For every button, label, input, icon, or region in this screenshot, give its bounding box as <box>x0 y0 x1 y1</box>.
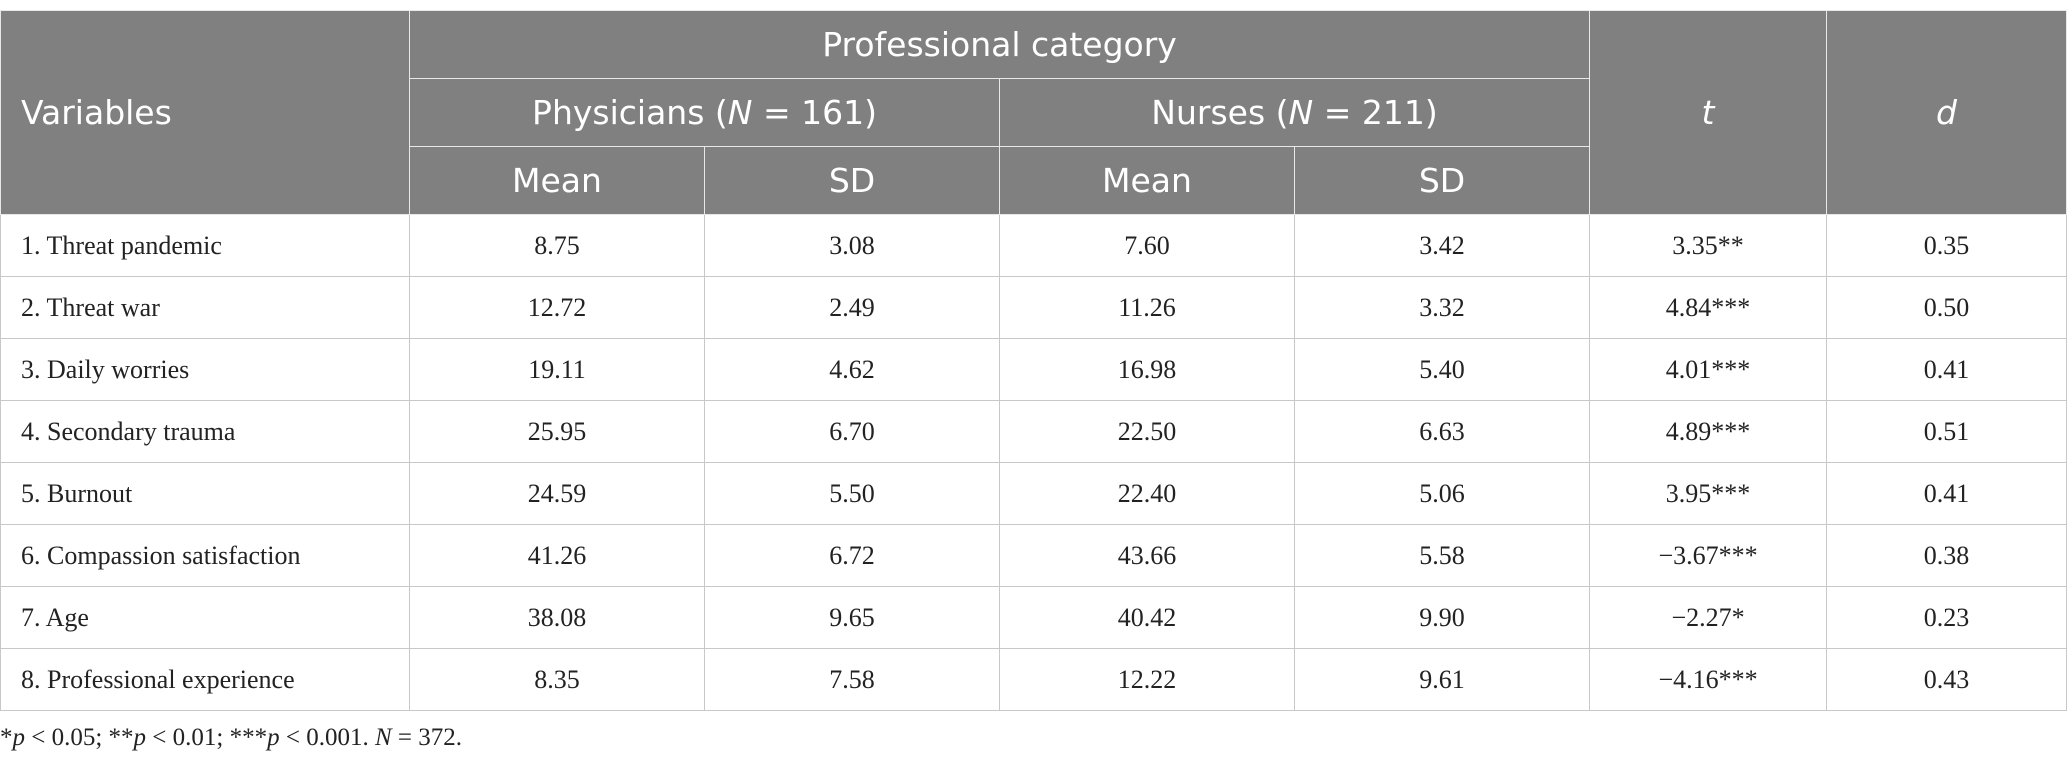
data-cell: 7.58 <box>704 648 1000 711</box>
data-cell: −4.16*** <box>1589 648 1828 711</box>
header-cell: Professional category <box>408 10 1591 79</box>
data-cell: 12.72 <box>409 276 705 339</box>
data-cell: 16.98 <box>999 338 1295 401</box>
table-row: 3. Daily worries 19.11 4.62 16.98 5.40 4.01**… <box>0 338 2067 401</box>
row-label: 6. Compassion satisfaction <box>0 524 410 587</box>
data-cell: 3.42 <box>1293 214 1591 277</box>
footnote-text: * <box>0 724 13 751</box>
data-cell: 4.01*** <box>1589 338 1828 401</box>
header-text: Nurses ( <box>1151 93 1289 132</box>
data-cell: 6.72 <box>704 524 1000 587</box>
data-table: Variables Professional category t d Phys… <box>0 10 2067 711</box>
header-text: d <box>1936 93 1957 132</box>
footnote: *p < 0.05; **p < 0.01; ***p < 0.001. N =… <box>0 724 462 752</box>
data-cell: 5.06 <box>1293 462 1591 525</box>
data-cell: 5.40 <box>1293 338 1591 401</box>
data-cell: 9.61 <box>1293 648 1591 711</box>
header-cell: Physicians (N = 161) <box>409 78 1000 147</box>
data-cell: 3.95*** <box>1589 462 1828 525</box>
header-text: Physicians ( <box>532 93 728 132</box>
data-cell: 0.43 <box>1826 648 2067 711</box>
data-cell: 19.11 <box>409 338 705 401</box>
data-cell: 22.50 <box>999 400 1295 463</box>
data-cell: −2.27* <box>1589 586 1828 649</box>
data-cell: −3.67*** <box>1589 524 1828 587</box>
table-row: 1. Threat pandemic 8.75 3.08 7.60 3.42 3.35**… <box>0 214 2067 277</box>
data-cell: 43.66 <box>999 524 1295 587</box>
table-row: 5. Burnout 24.59 5.50 22.40 5.06 3.95*** 0.41 <box>0 462 2067 525</box>
data-cell: 12.22 <box>999 648 1295 711</box>
footnote-text: < 0.05; ** <box>25 724 134 751</box>
footnote-text: p <box>267 724 280 751</box>
data-cell: 4.62 <box>704 338 1000 401</box>
header-cell: Nurses (N = 211) <box>998 78 1591 147</box>
footnote-text: < 0.01; *** <box>146 724 268 751</box>
data-cell: 8.75 <box>409 214 705 277</box>
data-cell: 0.41 <box>1826 462 2067 525</box>
table-row: 8. Professional experience 8.35 7.58 12.22 9… <box>0 648 2067 711</box>
header-text: N <box>1288 93 1314 132</box>
data-cell: 40.42 <box>999 586 1295 649</box>
data-cell: 24.59 <box>409 462 705 525</box>
row-label: 7. Age <box>0 586 410 649</box>
table-row: 6. Compassion satisfaction 41.26 6.72 43.66… <box>0 524 2067 587</box>
data-cell: 0.23 <box>1826 586 2067 649</box>
data-cell: 9.65 <box>704 586 1000 649</box>
data-cell: 0.35 <box>1826 214 2067 277</box>
table-row: 4. Secondary trauma 25.95 6.70 22.50 6.63 4.8… <box>0 400 2067 463</box>
footnote-text: < 0.001. <box>279 724 375 751</box>
data-cell: 9.90 <box>1293 586 1591 649</box>
data-cell: 5.58 <box>1293 524 1591 587</box>
header-text: N <box>727 93 753 132</box>
header-text: t <box>1701 93 1715 132</box>
footnote-text: p <box>133 724 147 751</box>
data-cell: 7.60 <box>999 214 1295 277</box>
data-cell: 2.49 <box>704 276 1000 339</box>
data-cell: 4.89*** <box>1589 400 1828 463</box>
data-cell: 3.32 <box>1293 276 1591 339</box>
data-cell: 6.63 <box>1293 400 1591 463</box>
table-body: 1. Threat pandemic 8.75 3.08 7.60 3.42 3.35**… <box>0 214 2067 711</box>
data-cell: 4.84*** <box>1589 276 1828 339</box>
row-label: 1. Threat pandemic <box>0 214 410 277</box>
data-cell: 3.08 <box>704 214 1000 277</box>
row-label: 4. Secondary trauma <box>0 400 410 463</box>
header-text: = 211) <box>1313 93 1438 132</box>
row-label: 2. Threat war <box>0 276 410 339</box>
data-cell: 6.70 <box>704 400 1000 463</box>
data-cell: 11.26 <box>999 276 1295 339</box>
footnote-text: N <box>374 724 392 751</box>
data-cell: 3.35** <box>1589 214 1828 277</box>
header-cell: Variables <box>0 10 410 215</box>
table-row: 2. Threat war 12.72 2.49 11.26 3.32 4.84*** 0.… <box>0 276 2067 339</box>
data-cell: 5.50 <box>704 462 1000 525</box>
row-label: 5. Burnout <box>0 462 410 525</box>
footnote-text: p <box>12 724 26 751</box>
data-cell: 38.08 <box>409 586 705 649</box>
data-cell: 41.26 <box>409 524 705 587</box>
data-cell: 0.38 <box>1826 524 2067 587</box>
data-cell: 0.50 <box>1826 276 2067 339</box>
data-cell: 8.35 <box>409 648 705 711</box>
header-cell: SD <box>1293 146 1591 215</box>
data-cell: 25.95 <box>409 400 705 463</box>
footnote-text: = 372. <box>391 724 462 751</box>
header-text: = 161) <box>752 93 877 132</box>
data-cell: 0.51 <box>1826 400 2067 463</box>
header-cell: SD <box>704 146 1000 215</box>
table-header: Variables Professional category t d Phys… <box>0 10 2067 215</box>
header-cell: t <box>1589 10 1828 215</box>
header-cell: d <box>1826 10 2067 215</box>
table-row: 7. Age 38.08 9.65 40.42 9.90 −2.27* 0.23 <box>0 586 2067 649</box>
row-label: 8. Professional experience <box>0 648 410 711</box>
header-cell: Mean <box>999 146 1295 215</box>
header-cell: Mean <box>409 146 705 215</box>
data-cell: 22.40 <box>999 462 1295 525</box>
row-label: 3. Daily worries <box>0 338 410 401</box>
data-cell: 0.41 <box>1826 338 2067 401</box>
